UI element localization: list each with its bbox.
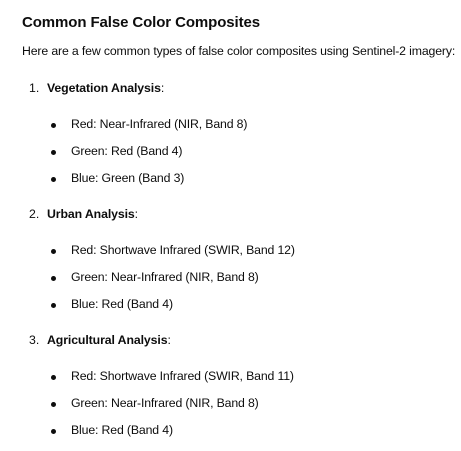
bullet-item: Blue: Red (Band 4) <box>0 297 461 315</box>
bullet-dot-icon <box>51 150 56 155</box>
list-item-title: Urban Analysis: <box>47 207 138 221</box>
bullet-item: Blue: Green (Band 3) <box>0 171 461 189</box>
bullet-item: Green: Red (Band 4) <box>0 144 461 162</box>
bullet-text: Green: Red (Band 4) <box>71 144 183 158</box>
bullet-dot-icon <box>51 429 56 434</box>
list-number: 2. <box>29 207 40 221</box>
list-item-title-strong: Agricultural Analysis <box>47 333 168 347</box>
bullet-dot-icon <box>51 249 56 254</box>
list-item-urban-analysis: 2. Urban Analysis: <box>0 207 461 227</box>
list-item-agricultural-analysis: 3. Agricultural Analysis: <box>0 333 461 353</box>
bullet-text: Red: Near-Infrared (NIR, Band 8) <box>71 117 248 131</box>
bullet-dot-icon <box>51 177 56 182</box>
intro-paragraph: Here are a few common types of false col… <box>22 44 456 58</box>
bullet-text: Red: Shortwave Infrared (SWIR, Band 12) <box>71 243 295 257</box>
bullet-item: Red: Shortwave Infrared (SWIR, Band 11) <box>0 369 461 387</box>
title-colon: : <box>160 81 165 95</box>
bullet-item: Blue: Red (Band 4) <box>0 423 461 441</box>
title-colon: : <box>134 207 138 221</box>
bullet-item: Green: Near-Infrared (NIR, Band 8) <box>0 396 461 414</box>
title-colon: : <box>167 333 171 347</box>
list-item-vegetation-analysis: 1. Vegetation Analysis: <box>0 81 461 101</box>
bullet-text: Green: Near-Infrared (NIR, Band 8) <box>71 396 259 410</box>
bullet-text: Green: Near-Infrared (NIR, Band 8) <box>71 270 259 284</box>
list-item-title-strong: Vegetation Analysis <box>47 81 161 95</box>
bullet-text: Blue: Red (Band 4) <box>71 297 173 311</box>
bullet-text: Red: Shortwave Infrared (SWIR, Band 11) <box>71 369 294 383</box>
bullet-item: Red: Shortwave Infrared (SWIR, Band 12) <box>0 243 461 261</box>
list-item-title: Agricultural Analysis: <box>47 333 171 347</box>
bullet-item: Red: Near-Infrared (NIR, Band 8) <box>0 117 461 135</box>
list-item-title: Vegetation Analysis: <box>47 81 164 95</box>
list-number: 1. <box>29 81 40 95</box>
bullet-dot-icon <box>51 276 56 281</box>
section-heading: Common False Color Composites <box>22 14 260 31</box>
list-item-title-strong: Urban Analysis <box>47 207 135 221</box>
bullet-text: Blue: Red (Band 4) <box>71 423 173 437</box>
bullet-dot-icon <box>51 303 56 308</box>
list-number: 3. <box>29 333 40 347</box>
bullet-item: Green: Near-Infrared (NIR, Band 8) <box>0 270 461 288</box>
bullet-dot-icon <box>51 402 56 407</box>
bullet-dot-icon <box>51 375 56 380</box>
bullet-dot-icon <box>51 123 56 128</box>
bullet-text: Blue: Green (Band 3) <box>71 171 185 185</box>
